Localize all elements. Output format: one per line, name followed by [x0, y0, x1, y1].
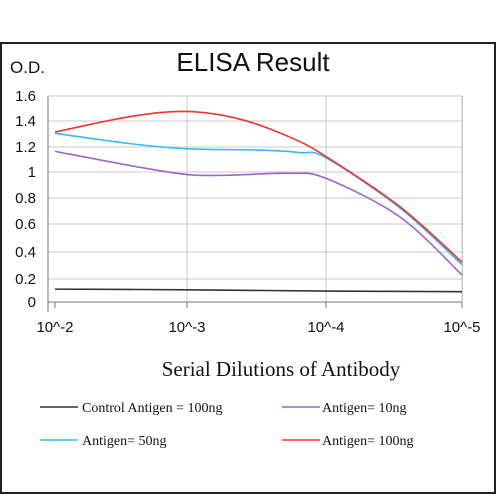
legend: Control Antigen = 100ng Antigen= 10ng Anti…: [40, 401, 414, 449]
y-tick-label: 1: [28, 164, 36, 181]
y-tick-label: 0: [28, 294, 36, 311]
x-axis-label: Serial Dilutions of Antibody: [162, 357, 401, 381]
y-axis-label: O.D.: [10, 58, 45, 77]
x-tick-label: 10^-3: [168, 319, 205, 336]
legend-label: Antigen= 100ng: [322, 434, 414, 449]
grid: [48, 95, 463, 303]
series-line: [54, 132, 463, 266]
x-tick-label: 10^-4: [307, 319, 344, 336]
series-lines: [54, 110, 463, 293]
chart-title: ELISA Result: [176, 47, 330, 77]
y-tick-label: 1.6: [15, 88, 36, 105]
series-line: [54, 288, 463, 293]
series-line: [54, 110, 463, 263]
legend-label: Antigen= 10ng: [322, 401, 407, 416]
series-line: [54, 150, 463, 276]
x-tick-label: 10^-5: [443, 319, 480, 336]
axes: [47, 95, 463, 312]
y-ticks: 0 0.2 0.4 0.6 0.8 1 1.2 1.4 1.6: [15, 88, 36, 311]
y-tick-label: 1.2: [15, 139, 36, 156]
chart-frame: [0, 42, 496, 494]
x-ticks: 10^-2 10^-3 10^-4 10^-5: [36, 302, 481, 336]
legend-label: Control Antigen = 100ng: [82, 401, 223, 416]
x-tick-label: 10^-2: [36, 319, 73, 336]
y-tick-label: 0.8: [15, 190, 36, 207]
legend-label: Antigen= 50ng: [82, 434, 167, 449]
y-tick-label: 1.4: [15, 113, 36, 130]
plot-right-border: [462, 96, 463, 302]
y-tick-label: 0.6: [15, 216, 36, 233]
y-tick-label: 0.2: [15, 271, 36, 288]
y-tick-label: 0.4: [15, 244, 36, 261]
